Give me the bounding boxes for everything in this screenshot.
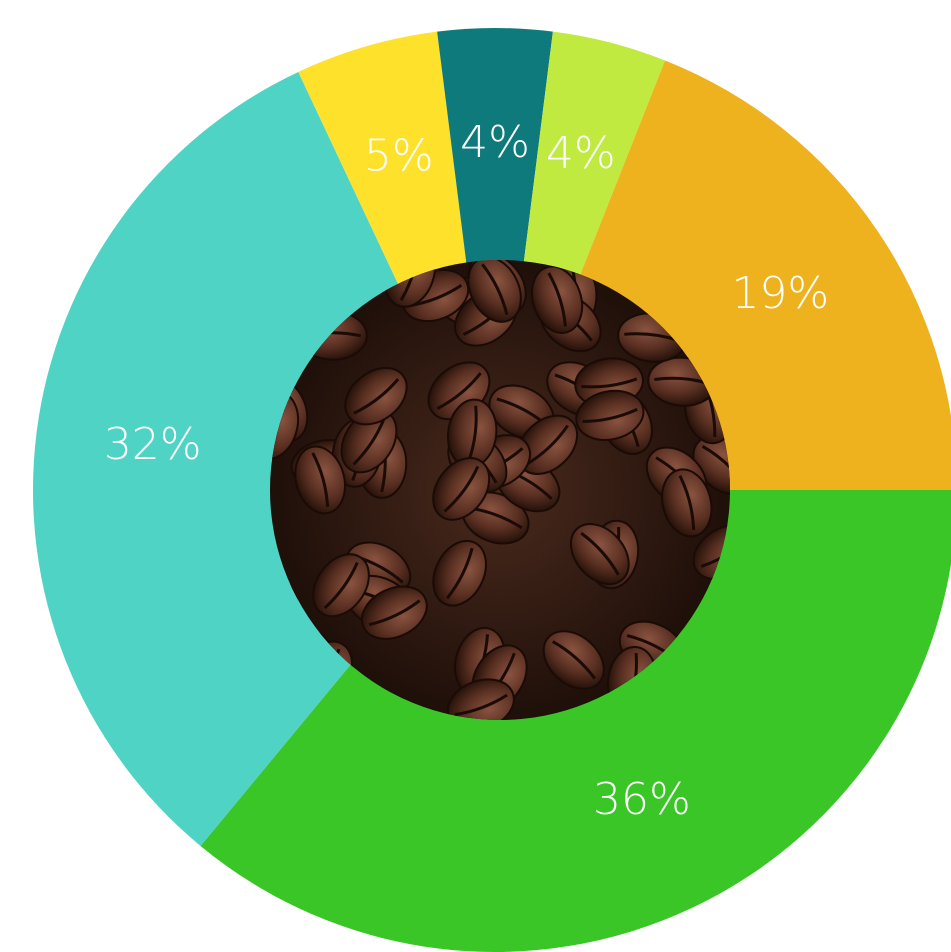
bean-crease xyxy=(547,272,567,327)
bean xyxy=(569,523,630,586)
bean-crease xyxy=(552,640,596,680)
bean-crease xyxy=(352,417,386,466)
slice-label: 36% xyxy=(593,774,691,825)
bean xyxy=(692,435,730,495)
bean-body xyxy=(360,585,428,640)
bean-crease xyxy=(582,407,638,423)
bean-crease xyxy=(368,599,421,627)
slice xyxy=(437,27,553,490)
bean-body xyxy=(530,265,584,334)
bean xyxy=(360,585,428,640)
bean xyxy=(575,389,645,441)
labels: 36% 32% 5% 4% 4% 19% xyxy=(104,117,829,825)
slice xyxy=(200,490,951,952)
slice-label: 32% xyxy=(104,419,202,470)
bean xyxy=(294,445,346,515)
bean-crease xyxy=(481,263,509,316)
bean-body xyxy=(294,445,346,515)
bean-crease xyxy=(446,547,474,600)
bean xyxy=(661,468,713,538)
bean-body xyxy=(467,260,522,323)
bean-crease xyxy=(311,452,330,507)
bean-crease xyxy=(678,475,696,531)
bean xyxy=(344,367,408,426)
bean-crease xyxy=(443,465,480,513)
bean xyxy=(340,408,398,474)
slice-label: 4% xyxy=(460,117,530,168)
bean-crease xyxy=(323,561,359,610)
bean xyxy=(542,630,605,690)
bean-body xyxy=(575,389,645,441)
slice-label: 5% xyxy=(364,131,434,182)
bean xyxy=(467,260,522,323)
bean-crease xyxy=(581,377,638,389)
slices xyxy=(32,27,951,952)
bean-crease xyxy=(701,445,730,485)
bean xyxy=(312,553,370,618)
slice-label: 4% xyxy=(546,128,616,179)
slice-label: 19% xyxy=(731,268,829,319)
bean-body xyxy=(432,539,487,607)
bean-body xyxy=(661,468,713,538)
bean-crease xyxy=(353,378,400,415)
bean-crease xyxy=(436,372,482,410)
bean-crease xyxy=(580,531,620,576)
bean xyxy=(432,457,491,521)
bean xyxy=(432,539,487,607)
slice xyxy=(32,71,496,846)
bean-crease xyxy=(467,405,478,462)
bean-crease xyxy=(454,693,508,717)
bean xyxy=(530,265,584,334)
bean-crease xyxy=(526,424,569,466)
